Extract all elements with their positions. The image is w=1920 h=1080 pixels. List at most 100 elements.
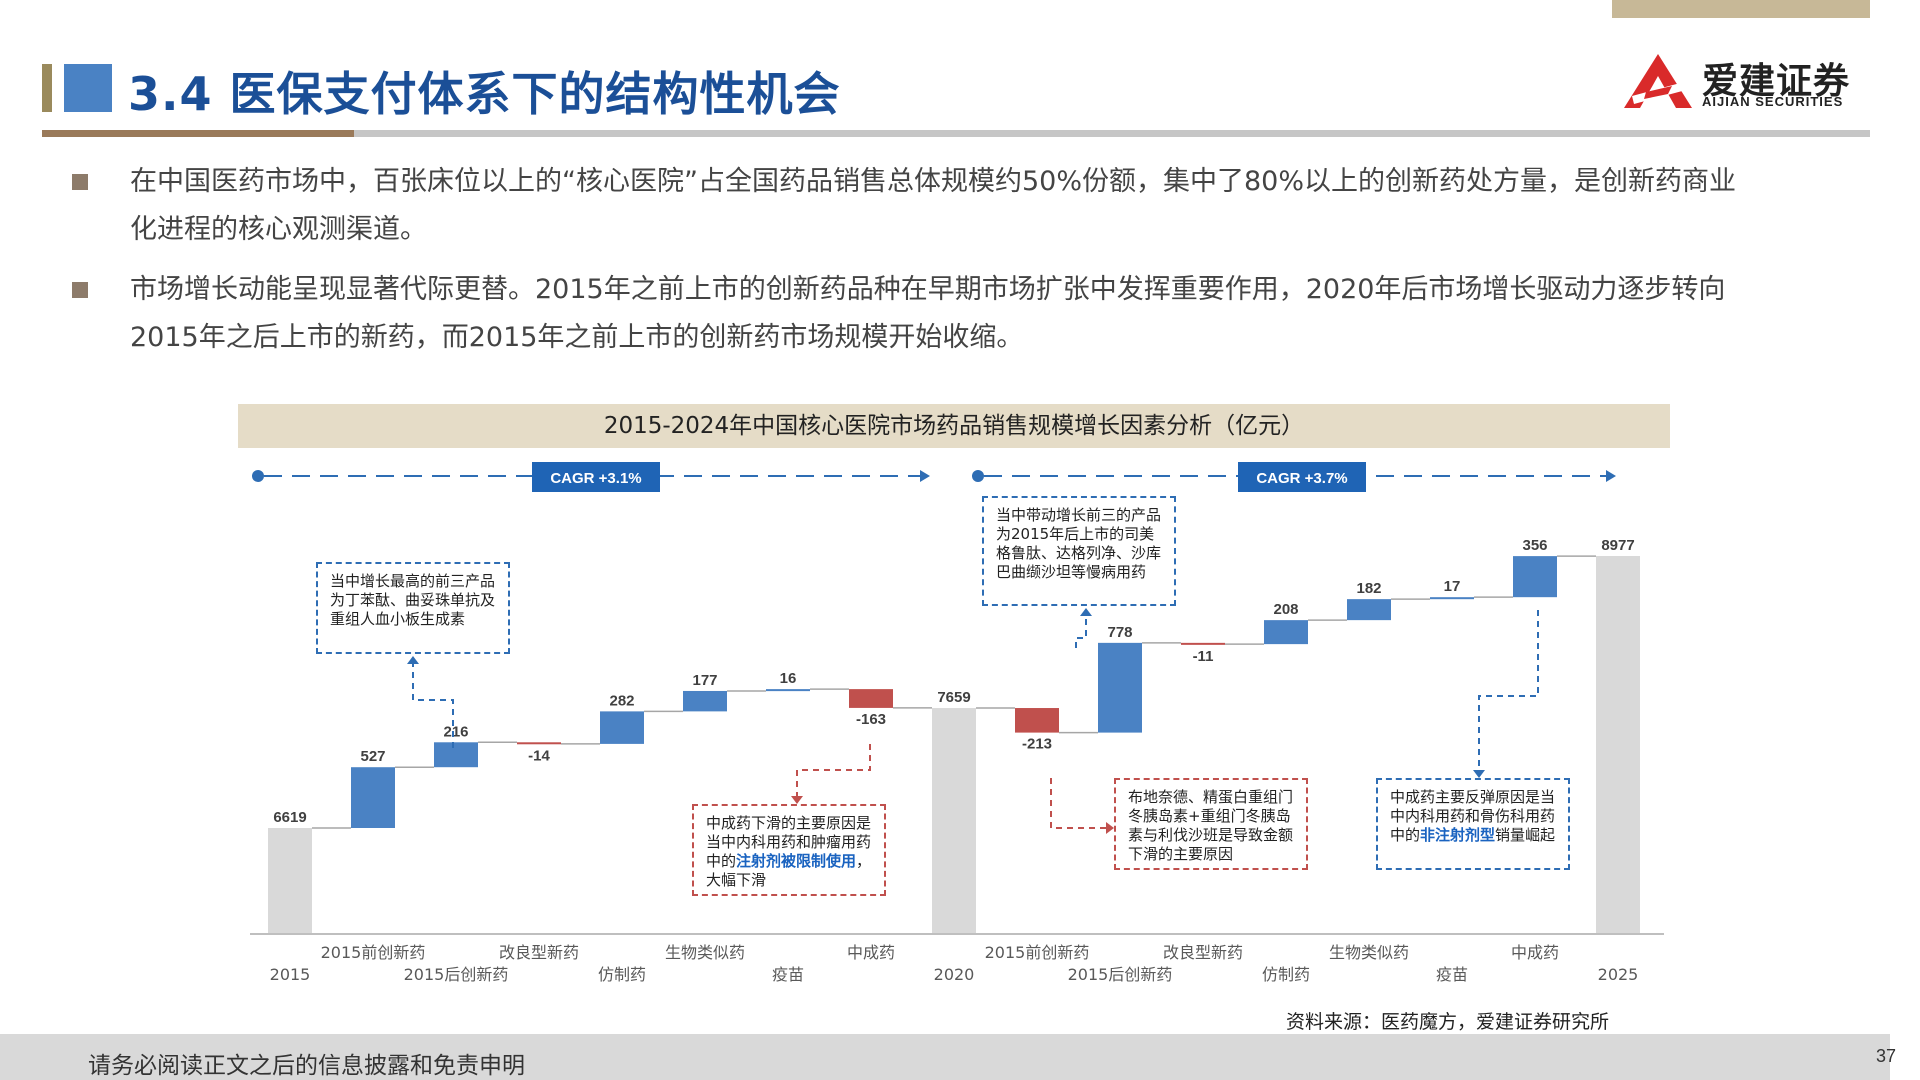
note-innovative-drugs-2015: 当中增长最高的前三产品为丁苯酞、曲妥珠单抗及重组人血小板生成素 <box>316 562 510 654</box>
x-tick-label-12: 改良型新药 <box>1163 943 1243 962</box>
note-pre2015-decline: 布地奈德、精蛋白重组门冬胰岛素+重组门冬胰岛素与利伐沙班是导致金额下滑的主要原因 <box>1114 778 1308 870</box>
note-arrow-head-4 <box>1106 822 1114 834</box>
logo-english-name: AIJIAN SECURITIES <box>1702 94 1844 109</box>
connector-lines <box>312 555 1596 829</box>
x-tick-label-8: 中成药 <box>847 943 895 962</box>
note-innovative-drugs-2020: 当中带动增长前三的产品为2015年后上市的司美格鲁肽、达格列净、沙库巴曲缬沙坦等… <box>982 496 1176 606</box>
company-logo: 爱建证券 AIJIAN SECURITIES <box>1622 52 1870 110</box>
note-tcm-rebound: 中成药主要反弹原因是当中内科用药和骨伤科用药中的非注射剂型销量崛起 <box>1376 778 1570 870</box>
bar-6 <box>683 690 727 712</box>
x-tick-label-5: 仿制药 <box>598 965 646 984</box>
x-tick-label-6: 生物类似药 <box>665 943 745 962</box>
note-arrow-5 <box>1478 610 1539 770</box>
bar-7 <box>766 689 810 692</box>
value-label-4: -14 <box>528 747 550 764</box>
cagr-arrowhead-icon-1 <box>920 470 930 482</box>
top-accent-strip <box>1612 0 1870 18</box>
bullet-square-icon <box>72 174 88 190</box>
value-label-8: -163 <box>856 711 886 728</box>
x-tick-label-16: 中成药 <box>1511 943 1559 962</box>
logo-mark-icon <box>1624 54 1692 108</box>
note-arrow-2 <box>796 744 871 796</box>
value-label-2: 527 <box>360 748 385 765</box>
source-note: 资料来源：医药魔方，爱建证券研究所 <box>1286 1011 1610 1033</box>
bullet-2-line-2: 2015年之后上市的新药，而2015年之前上市的创新药市场规模开始收缩。 <box>130 322 1024 353</box>
note-arrow-head-5 <box>1473 770 1485 778</box>
title-marker-square <box>64 64 112 112</box>
bar-2 <box>351 767 395 828</box>
bar-14 <box>1347 599 1391 621</box>
note-arrow-head-2 <box>791 796 803 804</box>
note-arrows <box>407 608 1539 834</box>
value-label-1: 6619 <box>273 809 306 826</box>
value-label-10: -213 <box>1022 736 1052 753</box>
x-tick-label-14: 生物类似药 <box>1329 943 1409 962</box>
bars <box>268 556 1640 934</box>
value-label-6: 177 <box>692 672 717 689</box>
x-tick-label-13: 仿制药 <box>1262 965 1310 984</box>
chart-title: 2015-2024年中国核心医院市场药品销售规模增长因素分析（亿元） <box>238 404 1670 448</box>
bar-5 <box>600 711 644 744</box>
value-label-12: -11 <box>1193 648 1214 665</box>
footer-bar <box>0 1034 1890 1080</box>
note-arrow-3 <box>1075 614 1087 648</box>
bar-8 <box>849 689 893 708</box>
note-arrow-4 <box>1050 778 1106 829</box>
note-arrow-head-3 <box>1080 608 1092 616</box>
value-labels: 6619 527 216 -14 282 177 16 -163 7659 -213 778 -11 2… <box>273 537 1634 826</box>
value-label-17: 8977 <box>1601 537 1634 554</box>
value-label-11: 778 <box>1107 624 1132 641</box>
cagr-label-2: CAGR +3.7% <box>1256 470 1347 487</box>
value-label-7: 16 <box>780 670 797 687</box>
bar-1 <box>268 827 312 934</box>
x-tick-label-4: 改良型新药 <box>499 943 579 962</box>
value-label-16: 356 <box>1522 537 1547 554</box>
value-label-3: 216 <box>443 723 468 740</box>
bar-12 <box>1181 642 1225 645</box>
bar-13 <box>1264 620 1308 645</box>
bar-15 <box>1430 597 1474 600</box>
note-arrow-1 <box>412 664 454 748</box>
logo-chinese-name: 爱建证券 <box>1702 61 1851 102</box>
cagr-label-1: CAGR +3.1% <box>550 470 641 487</box>
bar-17 <box>1596 556 1640 934</box>
note-arrow-head-1 <box>407 656 419 664</box>
bullet-2-line-1: 市场增长动能呈现显著代际更替。2015年之前上市的创新药品种在早期市场扩张中发挥… <box>130 274 1726 305</box>
page-number: 37 <box>1876 1046 1897 1066</box>
bar-9 <box>932 708 976 934</box>
x-tick-label-2: 2015前创新药 <box>321 943 426 962</box>
value-label-14: 182 <box>1356 580 1381 597</box>
title-divider <box>42 130 1870 137</box>
cagr-arrowhead-icon-2 <box>1606 470 1616 482</box>
x-tick-label-10: 2015前创新药 <box>985 943 1090 962</box>
x-tick-label-17: 2025 <box>1598 965 1639 984</box>
bullet-square-icon <box>72 282 88 298</box>
value-label-15: 17 <box>1444 578 1461 595</box>
cagr-annotations: CAGR +3.1% CAGR +3.7% <box>252 462 1616 492</box>
x-tick-label-15: 疫苗 <box>1436 965 1468 984</box>
x-tick-label-7: 疫苗 <box>772 965 804 984</box>
bar-3 <box>434 742 478 768</box>
cagr-badge-1 <box>532 462 660 492</box>
cagr-start-dot-1 <box>252 470 264 482</box>
bar-10 <box>1015 708 1059 733</box>
bullet-1-line-1: 在中国医药市场中，百张床位以上的“核心医院”占全国药品销售总体规模约50%份额，… <box>130 166 1736 197</box>
bar-4 <box>517 742 561 745</box>
page-title: 3.4 医保支付体系下的结构性机会 <box>128 67 841 121</box>
footer-disclaimer: 请务必阅读正文之后的信息披露和免责申明 <box>88 1053 525 1079</box>
bar-11 <box>1098 642 1142 733</box>
value-label-13: 208 <box>1273 601 1298 618</box>
title-divider-accent <box>42 130 354 137</box>
bullet-1-line-2: 化进程的核心观测渠道。 <box>130 214 427 245</box>
title-marker-bar <box>42 64 52 112</box>
cagr-badge-2 <box>1238 462 1366 492</box>
x-axis: 20152015前创新药2015后创新药改良型新药仿制药生物类似药疫苗中成药20… <box>250 933 1664 984</box>
x-tick-label-1: 2015 <box>270 965 311 984</box>
value-label-9: 7659 <box>937 689 970 706</box>
value-label-5: 282 <box>609 692 634 709</box>
x-tick-label-3: 2015后创新药 <box>404 965 509 984</box>
x-tick-label-11: 2015后创新药 <box>1068 965 1173 984</box>
x-tick-label-9: 2020 <box>934 965 975 984</box>
bar-16 <box>1513 556 1557 598</box>
